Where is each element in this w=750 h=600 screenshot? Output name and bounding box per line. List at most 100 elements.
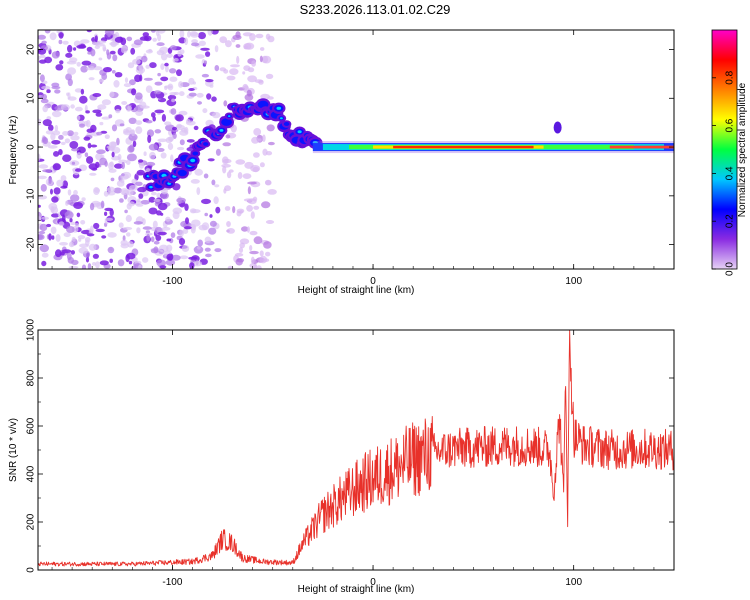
noise-speckle bbox=[172, 132, 177, 139]
noise-speckle bbox=[138, 64, 144, 72]
noise-speckle bbox=[81, 264, 87, 269]
noise-speckle bbox=[51, 140, 61, 145]
noise-speckle bbox=[108, 114, 113, 119]
noise-speckle bbox=[238, 247, 244, 253]
noise-speckle bbox=[58, 32, 64, 39]
noise-speckle bbox=[135, 92, 143, 100]
noise-speckle bbox=[149, 62, 157, 69]
noise-speckle bbox=[138, 193, 144, 199]
noise-speckle bbox=[41, 85, 51, 90]
noise-speckle bbox=[189, 262, 195, 269]
noise-speckle bbox=[128, 260, 133, 265]
noise-speckle bbox=[265, 251, 271, 257]
noise-speckle bbox=[262, 134, 266, 142]
noise-speckle bbox=[90, 144, 98, 148]
noise-speckle bbox=[65, 200, 69, 206]
noise-speckle bbox=[51, 196, 59, 203]
noise-speckle bbox=[152, 37, 157, 42]
colorbar-tick-label: 0.6 bbox=[725, 118, 736, 132]
noise-speckle bbox=[69, 218, 73, 223]
noise-speckle bbox=[241, 226, 249, 232]
noise-speckle bbox=[87, 263, 92, 269]
noise-speckle bbox=[99, 260, 109, 266]
noise-speckle bbox=[106, 186, 116, 193]
noise-speckle bbox=[38, 204, 41, 208]
noise-speckle bbox=[106, 191, 116, 196]
noise-speckle bbox=[236, 208, 245, 214]
noise-speckle bbox=[169, 136, 174, 143]
tone-band-max bbox=[393, 145, 534, 149]
noise-speckle bbox=[132, 58, 141, 65]
noise-speckle bbox=[89, 66, 95, 71]
noise-speckle bbox=[112, 54, 118, 62]
noise-speckle bbox=[223, 188, 227, 194]
noise-speckle bbox=[244, 161, 254, 169]
noise-speckle bbox=[58, 134, 64, 140]
noise-speckle bbox=[205, 51, 211, 57]
noise-speckle bbox=[48, 176, 52, 184]
noise-speckle bbox=[214, 184, 220, 188]
noise-speckle bbox=[164, 62, 169, 67]
noise-speckle bbox=[88, 243, 97, 251]
noise-speckle bbox=[259, 255, 268, 264]
spectrogram-xtick-label: 0 bbox=[370, 276, 376, 287]
noise-speckle bbox=[177, 146, 185, 151]
noise-speckle bbox=[171, 98, 176, 103]
noise-speckle bbox=[38, 216, 42, 222]
noise-speckle bbox=[253, 127, 262, 136]
noise-speckle bbox=[195, 54, 205, 59]
noise-speckle bbox=[128, 201, 135, 207]
noise-speckle bbox=[229, 68, 239, 75]
colorbar: 0.0 0.2 0.4 0.6 0.8 Normalized spectral ampl… bbox=[711, 29, 748, 276]
noise-speckle bbox=[76, 146, 86, 154]
noise-speckle bbox=[104, 134, 110, 139]
noise-speckle bbox=[54, 89, 61, 94]
noise-speckle bbox=[78, 247, 89, 254]
noise-speckle bbox=[81, 229, 91, 235]
noise-speckle bbox=[41, 40, 47, 45]
noise-speckle bbox=[61, 249, 72, 254]
noise-speckle bbox=[222, 142, 231, 147]
noise-speckle bbox=[166, 53, 173, 58]
colorbar-tick-label: 0.2 bbox=[725, 214, 736, 228]
noise-speckle bbox=[66, 92, 70, 96]
noise-speckle bbox=[41, 93, 47, 101]
noise-speckle bbox=[156, 30, 166, 34]
noise-speckle bbox=[89, 202, 95, 211]
spectrogram-ytick-label: 20 bbox=[26, 44, 37, 56]
noise-speckle bbox=[211, 96, 217, 102]
snr-ytick-label: 1000 bbox=[26, 318, 37, 341]
noise-speckle bbox=[39, 244, 49, 253]
noise-speckle bbox=[204, 212, 208, 217]
noise-speckle bbox=[113, 187, 123, 194]
noise-speckle bbox=[266, 124, 275, 132]
noise-speckle bbox=[137, 186, 147, 193]
noise-speckle bbox=[120, 188, 129, 196]
noise-speckle bbox=[51, 213, 60, 218]
noise-speckle bbox=[62, 131, 69, 136]
noise-speckle bbox=[193, 125, 199, 131]
noise-speckle bbox=[130, 47, 136, 55]
noise-speckle bbox=[127, 105, 132, 111]
noise-speckle bbox=[63, 232, 71, 238]
noise-speckle bbox=[118, 159, 128, 164]
noise-speckle bbox=[247, 181, 257, 185]
noise-speckle bbox=[44, 56, 53, 64]
noise-speckle bbox=[92, 202, 103, 206]
noise-speckle bbox=[179, 229, 185, 237]
noise-speckle bbox=[50, 132, 56, 141]
noise-speckle bbox=[214, 45, 219, 53]
noise-speckle bbox=[70, 135, 80, 141]
noise-speckle bbox=[62, 154, 72, 162]
noise-speckle bbox=[60, 175, 67, 182]
noise-speckle bbox=[196, 92, 204, 98]
noise-speckle bbox=[76, 152, 82, 159]
noise-speckle bbox=[253, 263, 257, 269]
noise-speckle bbox=[67, 96, 77, 101]
noise-speckle bbox=[81, 60, 92, 66]
noise-speckle bbox=[116, 180, 125, 187]
noise-speckle bbox=[46, 89, 51, 94]
noise-speckle bbox=[136, 203, 144, 207]
noise-speckle bbox=[221, 163, 232, 168]
